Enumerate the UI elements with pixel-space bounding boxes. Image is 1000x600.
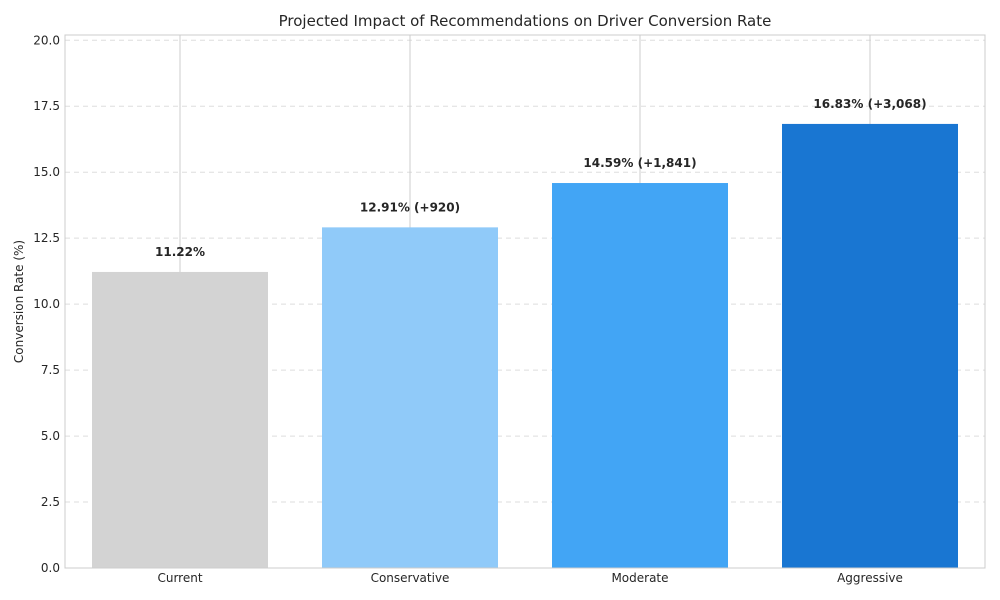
y-tick-label: 0.0 — [41, 561, 60, 575]
data-label: 11.22% — [155, 245, 205, 259]
x-tick-label: Conservative — [371, 571, 450, 585]
data-label: 14.59% (+1,841) — [583, 156, 696, 170]
bar-moderate — [552, 183, 728, 568]
x-tick-label: Moderate — [611, 571, 668, 585]
y-axis-ticks: 0.0 2.5 5.0 7.5 10.0 12.5 15.0 17.5 20.0 — [33, 33, 60, 575]
x-tick-label: Aggressive — [837, 571, 903, 585]
y-tick-label: 20.0 — [33, 33, 60, 47]
bar-current — [92, 271, 268, 568]
plot-frame — [64, 34, 986, 569]
bars — [92, 123, 958, 568]
chart-title: Projected Impact of Recommendations on D… — [279, 12, 772, 30]
data-labels: 11.22% 12.91% (+920) 14.59% (+1,841) 16.83%… — [155, 97, 927, 259]
x-axis-ticks: Current Conservative Moderate Aggressive — [157, 571, 902, 585]
y-tick-label: 17.5 — [33, 99, 60, 113]
x-tick-label: Current — [157, 571, 202, 585]
bar-conservative — [322, 227, 498, 568]
y-tick-label: 2.5 — [41, 495, 60, 509]
data-label: 12.91% (+920) — [360, 200, 460, 214]
y-axis-label: Conversion Rate (%) — [12, 240, 26, 363]
y-tick-label: 5.0 — [41, 429, 60, 443]
data-label: 16.83% (+3,068) — [813, 97, 926, 111]
y-tick-label: 7.5 — [41, 363, 60, 377]
y-tick-label: 10.0 — [33, 297, 60, 311]
bar-aggressive — [782, 123, 958, 568]
y-tick-label: 15.0 — [33, 165, 60, 179]
y-tick-label: 12.5 — [33, 231, 60, 245]
